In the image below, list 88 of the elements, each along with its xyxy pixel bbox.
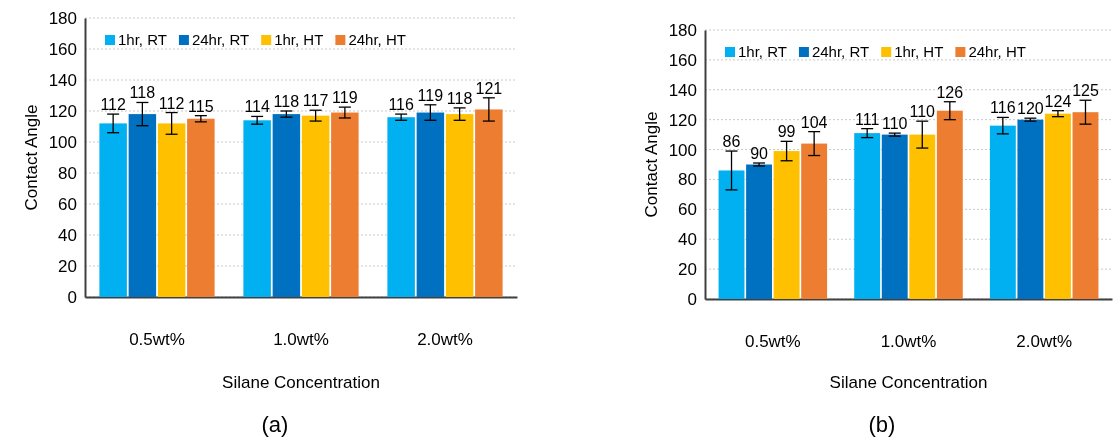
y-tick-label: 160: [668, 50, 697, 70]
bar: [773, 151, 800, 299]
bar: [718, 170, 745, 299]
bar: [99, 123, 127, 297]
data-label: 114: [244, 98, 270, 116]
x-tick-label: 1.0wt%: [273, 330, 329, 350]
y-tick-label: 120: [48, 101, 77, 121]
bar: [475, 109, 503, 297]
data-label: 86: [722, 133, 741, 151]
x-tick-label: 2.0wt%: [1016, 332, 1073, 352]
data-label: 118: [129, 84, 156, 102]
y-tick-label: 100: [668, 140, 697, 160]
legend-label: 24hr, RT: [811, 43, 870, 60]
y-tick-label: 140: [48, 70, 77, 90]
y-tick-label: 40: [678, 230, 697, 250]
bar: [387, 117, 415, 297]
y-axis-title: Contact Angle: [642, 111, 661, 218]
y-tick-label: 40: [58, 225, 77, 245]
y-tick-label: 160: [48, 39, 77, 59]
data-label: 119: [417, 86, 444, 104]
data-label: 115: [188, 97, 214, 115]
data-label: 118: [446, 89, 473, 107]
y-tick-label: 80: [58, 163, 77, 183]
bar: [301, 115, 330, 297]
y-tick-label: 180: [668, 20, 697, 40]
bar: [746, 164, 773, 299]
y-axis-title: Contact Angle: [22, 104, 41, 211]
bar: [936, 110, 963, 299]
data-label: 124: [1044, 92, 1072, 110]
data-label: 110: [881, 115, 908, 133]
y-tick-label: 60: [678, 200, 697, 220]
y-tick-label: 80: [678, 170, 697, 190]
y-tick-label: 20: [58, 256, 77, 276]
bar: [909, 134, 936, 299]
data-label: 117: [302, 92, 329, 110]
bar: [801, 143, 828, 299]
bar: [854, 133, 881, 299]
data-label: 110: [909, 103, 936, 121]
bar: [187, 118, 215, 297]
bar: [331, 112, 359, 297]
y-tick-label: 0: [687, 289, 697, 309]
bar: [272, 114, 301, 297]
data-label: 126: [936, 83, 964, 101]
text: (a): [261, 412, 289, 437]
data-label: 112: [100, 96, 126, 114]
legend-label: 24hr, HT: [348, 31, 406, 48]
legend-label: 24hr, HT: [968, 43, 1026, 60]
data-label: 99: [777, 123, 796, 141]
data-label: 112: [158, 94, 185, 112]
x-tick-label: 0.5wt%: [129, 330, 185, 350]
bar: [157, 123, 186, 297]
x-tick-label: 0.5wt%: [744, 332, 801, 352]
data-label: 125: [1072, 82, 1099, 100]
data-label: 104: [800, 113, 828, 131]
y-tick-label: 20: [678, 260, 697, 280]
bar: [445, 114, 474, 297]
y-tick-label: 140: [668, 80, 697, 100]
bar: [416, 112, 445, 297]
data-label: 116: [388, 96, 414, 114]
legend-label: 1hr, HT: [894, 43, 944, 60]
y-tick-label: 180: [48, 8, 77, 28]
data-label: 119: [332, 89, 358, 107]
legend-label: 1hr, HT: [274, 31, 324, 48]
x-axis-title: Silane Concentration: [829, 373, 988, 392]
data-label: 111: [855, 110, 880, 128]
data-label: 121: [475, 79, 503, 97]
legend-label: 1hr, RT: [118, 31, 167, 48]
bar: [881, 134, 908, 299]
y-tick-label: 120: [668, 110, 697, 130]
data-label: 116: [990, 99, 1016, 117]
bar: [989, 125, 1016, 299]
bar: [243, 120, 271, 297]
bar: [1017, 119, 1044, 299]
bar: [1072, 112, 1099, 299]
y-tick-label: 100: [48, 132, 77, 152]
bar: [1044, 113, 1071, 299]
y-tick-label: 0: [67, 287, 77, 307]
data-label: 90: [750, 145, 769, 163]
y-tick-label: 60: [58, 194, 77, 214]
text: (b): [868, 412, 896, 437]
data-label: 118: [273, 93, 300, 110]
x-axis-title: Silane Concentration: [222, 373, 380, 392]
legend-label: 1hr, RT: [738, 43, 787, 60]
x-tick-label: 1.0wt%: [880, 332, 937, 352]
x-tick-label: 2.0wt%: [417, 330, 473, 350]
legend-label: 24hr, RT: [191, 31, 250, 48]
data-label: 120: [1017, 100, 1044, 118]
bar: [128, 114, 157, 297]
